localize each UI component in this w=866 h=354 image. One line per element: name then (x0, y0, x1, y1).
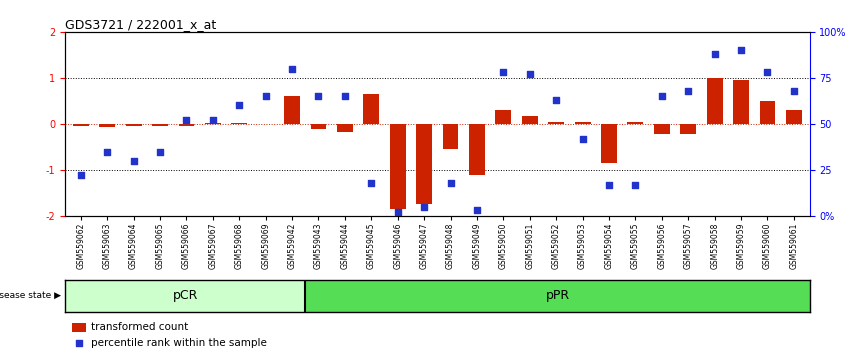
Text: GDS3721 / 222001_x_at: GDS3721 / 222001_x_at (65, 18, 216, 31)
Bar (205, 122, 221, 124)
Point (206, 118, 220, 123)
Text: disease state ▶: disease state ▶ (0, 291, 61, 300)
Bar (417, 124, 432, 205)
Bar (522, 116, 538, 124)
Point (523, 72, 537, 77)
Text: transformed count: transformed count (91, 322, 188, 332)
Bar (469, 124, 485, 175)
Point (443, 180, 457, 185)
Text: percentile rank within the sample: percentile rank within the sample (91, 338, 267, 348)
Point (655, 93, 669, 99)
Point (126, 158, 140, 164)
Bar (495, 110, 511, 124)
Point (100, 149, 114, 154)
Point (496, 69, 510, 75)
Bar (628, 122, 643, 124)
Point (232, 103, 246, 108)
Bar (65, 280, 306, 312)
Bar (284, 96, 300, 124)
Point (682, 88, 695, 93)
Bar (73, 323, 86, 332)
Point (365, 180, 378, 185)
Text: pCR: pCR (172, 289, 197, 302)
Point (74, 173, 87, 178)
Bar (152, 124, 168, 126)
Point (72, 341, 86, 346)
Bar (575, 122, 591, 124)
Bar (73, 124, 88, 126)
Bar (390, 124, 405, 209)
Point (153, 149, 167, 154)
Point (629, 182, 643, 188)
Point (259, 93, 273, 99)
Bar (681, 124, 696, 134)
Bar (759, 101, 775, 124)
Bar (311, 124, 326, 129)
Bar (364, 94, 379, 124)
Point (787, 88, 801, 93)
Bar (100, 124, 115, 127)
Point (312, 93, 326, 99)
Bar (707, 78, 722, 124)
Text: pPR: pPR (546, 289, 570, 302)
Point (417, 204, 431, 210)
Point (338, 93, 352, 99)
Bar (231, 123, 247, 124)
Bar (601, 124, 617, 163)
Point (734, 47, 748, 53)
Bar (654, 124, 669, 134)
Point (285, 66, 299, 72)
Bar (306, 280, 810, 312)
Point (760, 69, 774, 75)
Bar (178, 124, 194, 126)
Point (549, 97, 563, 103)
Bar (734, 80, 749, 124)
Point (179, 118, 193, 123)
Bar (443, 124, 458, 149)
Point (602, 182, 616, 188)
Bar (126, 124, 141, 126)
Bar (786, 110, 802, 124)
Point (708, 51, 721, 57)
Bar (337, 124, 352, 132)
Point (576, 136, 590, 142)
Bar (548, 122, 564, 124)
Point (391, 210, 404, 215)
Point (470, 207, 484, 213)
